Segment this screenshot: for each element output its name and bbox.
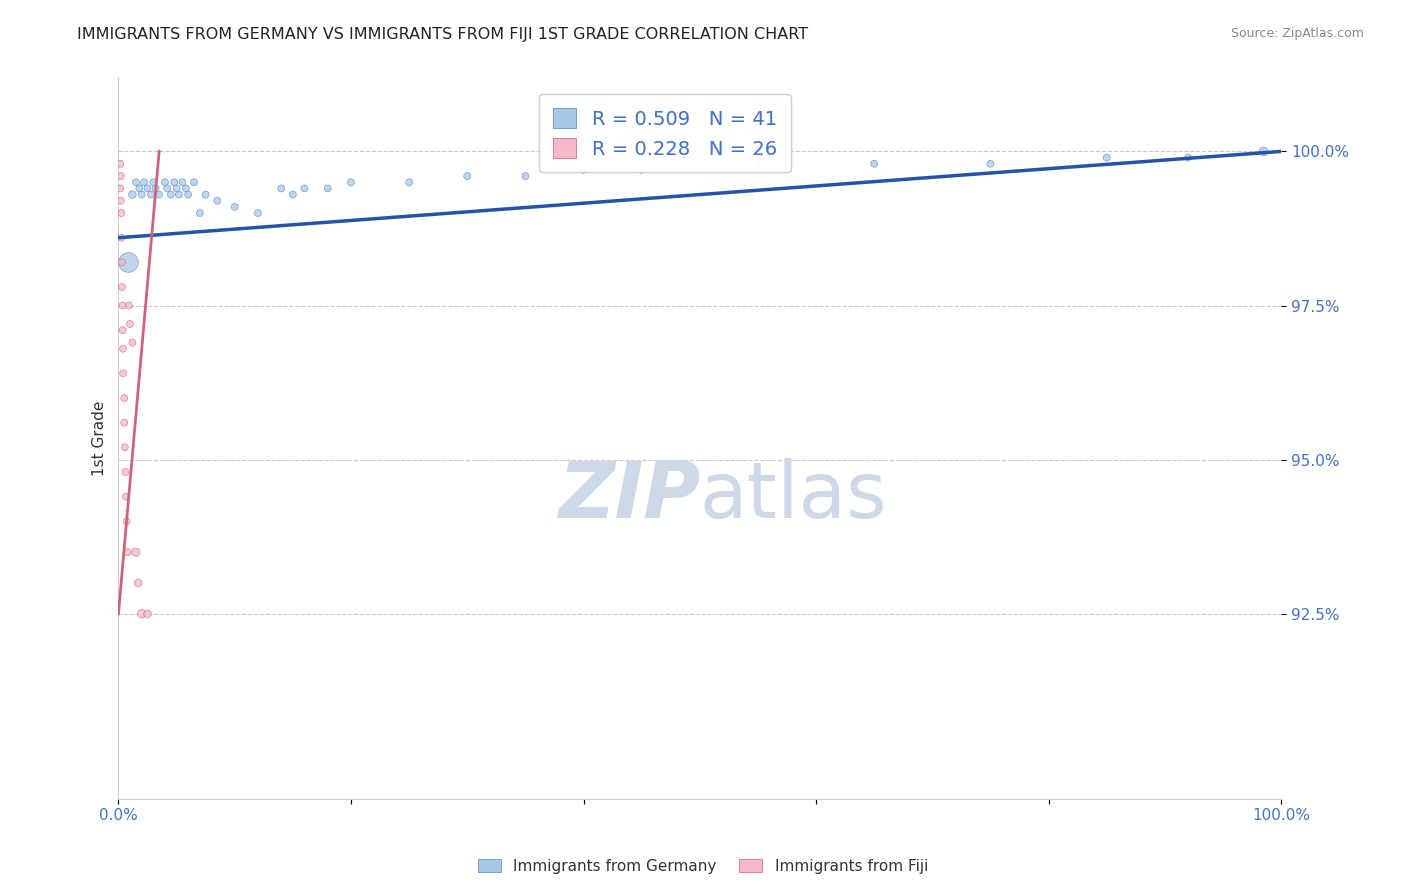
Point [127, 576, 149, 591]
Point [979, 157, 1001, 171]
Point [114, 441, 136, 455]
Y-axis label: 1st Grade: 1st Grade [93, 401, 107, 475]
Point [1177, 151, 1199, 165]
Point [270, 181, 292, 195]
Legend: R = 0.509   N = 41, R = 0.228   N = 26: R = 0.509 N = 41, R = 0.228 N = 26 [540, 95, 790, 172]
Point [125, 545, 148, 559]
Point [183, 175, 205, 189]
Point [121, 187, 143, 202]
Point [111, 299, 134, 313]
Point [121, 335, 143, 350]
Point [112, 416, 135, 430]
Point [112, 367, 135, 381]
Point [145, 181, 167, 195]
Text: ZIP: ZIP [558, 458, 700, 533]
Point [294, 181, 316, 195]
Point [125, 175, 148, 189]
Legend: Immigrants from Germany, Immigrants from Fiji: Immigrants from Germany, Immigrants from… [472, 853, 934, 880]
Point [120, 317, 142, 331]
Point [128, 181, 150, 195]
Text: atlas: atlas [700, 458, 887, 533]
Point [163, 175, 186, 189]
Point [572, 162, 595, 177]
Point [117, 255, 139, 269]
Point [156, 181, 179, 195]
Text: Source: ZipAtlas.com: Source: ZipAtlas.com [1230, 27, 1364, 40]
Point [110, 206, 132, 220]
Point [118, 299, 141, 313]
Point [515, 169, 537, 183]
Point [136, 607, 159, 621]
Point [398, 175, 420, 189]
Point [148, 187, 170, 202]
Text: IMMIGRANTS FROM GERMANY VS IMMIGRANTS FROM FIJI 1ST GRADE CORRELATION CHART: IMMIGRANTS FROM GERMANY VS IMMIGRANTS FR… [77, 27, 808, 42]
Point [177, 187, 200, 202]
Point [114, 465, 136, 479]
Point [117, 545, 139, 559]
Point [136, 181, 159, 195]
Point [1253, 145, 1275, 159]
Point [456, 169, 478, 183]
Point [159, 187, 181, 202]
Point [110, 169, 132, 183]
Point [166, 181, 188, 195]
Point [131, 607, 153, 621]
Point [863, 157, 886, 171]
Point [630, 162, 652, 177]
Point [111, 280, 134, 294]
Point [207, 194, 229, 208]
Point [108, 181, 131, 195]
Point [340, 175, 363, 189]
Point [1095, 151, 1118, 165]
Point [131, 187, 153, 202]
Point [142, 175, 165, 189]
Point [747, 157, 769, 171]
Point [110, 231, 132, 245]
Point [132, 175, 155, 189]
Point [112, 342, 135, 356]
Point [172, 175, 194, 189]
Point [112, 391, 135, 405]
Point [167, 187, 190, 202]
Point [115, 514, 138, 528]
Point [224, 200, 246, 214]
Point [153, 175, 176, 189]
Point [115, 490, 138, 504]
Point [110, 194, 132, 208]
Point [111, 323, 134, 337]
Point [188, 206, 211, 220]
Point [174, 181, 197, 195]
Point [139, 187, 162, 202]
Point [108, 157, 131, 171]
Point [111, 255, 134, 269]
Point [246, 206, 269, 220]
Point [316, 181, 339, 195]
Point [194, 187, 217, 202]
Point [281, 187, 304, 202]
